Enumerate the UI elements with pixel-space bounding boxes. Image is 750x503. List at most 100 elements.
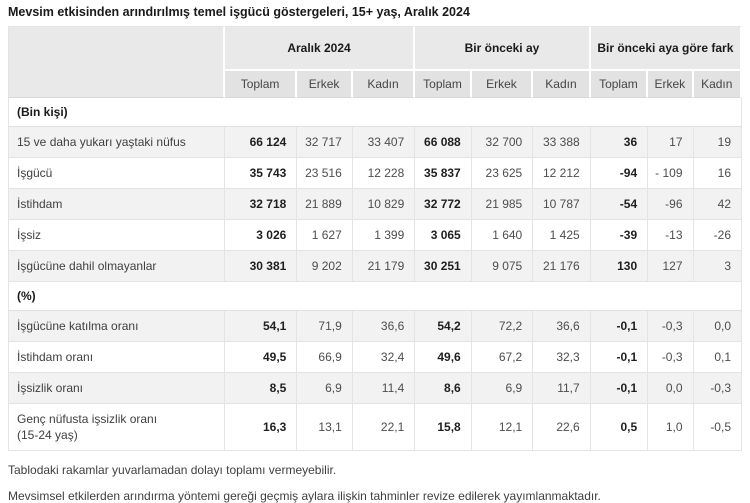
value-cell: 0,5 xyxy=(590,404,649,451)
value-cell: 1 627 xyxy=(297,220,353,251)
value-cell: 11,4 xyxy=(352,373,416,404)
value-cell: 33 388 xyxy=(533,127,591,158)
value-cell: 3 065 xyxy=(415,220,472,251)
value-cell: 66,9 xyxy=(297,342,353,373)
value-cell: 11,7 xyxy=(533,373,591,404)
value-cell: 32 772 xyxy=(415,189,472,220)
section-header: (Bin kişi) xyxy=(8,98,742,127)
value-cell: 1,0 xyxy=(648,404,694,451)
value-cell: -13 xyxy=(648,220,694,251)
row-label: İşsizlik oranı xyxy=(8,373,225,404)
table-row: Genç nüfusta işsizlik oranı (15-24 yaş) 1… xyxy=(8,404,742,451)
value-cell: 16 xyxy=(693,158,742,189)
value-cell: -26 xyxy=(693,220,742,251)
row-label: İşgücü xyxy=(8,158,225,189)
value-cell: 72,2 xyxy=(471,311,534,342)
value-cell: 8,6 xyxy=(415,373,472,404)
row-label: İşgücüne dahil olmayanlar xyxy=(8,251,225,282)
value-cell: 9 075 xyxy=(471,251,534,282)
value-cell: -0,1 xyxy=(590,373,649,404)
value-cell: 8,5 xyxy=(224,373,298,404)
value-cell: 1 399 xyxy=(352,220,416,251)
table-row: İşsiz 3 026 1 627 1 399 3 065 1 640 1 425 -39 -1… xyxy=(8,220,742,251)
column-header-erkek: Erkek xyxy=(471,71,534,98)
table-row: İşgücü 35 743 23 516 12 228 35 837 23 625 12 2… xyxy=(8,158,742,189)
value-cell: 13,1 xyxy=(297,404,353,451)
value-cell: - 109 xyxy=(648,158,694,189)
row-label: İstihdam xyxy=(8,189,225,220)
section-header-row: (Bin kişi) xyxy=(8,98,742,127)
value-cell: 21 889 xyxy=(297,189,353,220)
value-cell: 3 xyxy=(693,251,742,282)
value-cell: -0,3 xyxy=(693,373,742,404)
value-cell: 6,9 xyxy=(471,373,534,404)
column-group-row: Aralık 2024 Bir önceki ay Bir önceki aya… xyxy=(8,26,742,98)
value-cell: 12 212 xyxy=(533,158,591,189)
row-label-header xyxy=(8,26,225,98)
value-cell: 32 700 xyxy=(471,127,534,158)
table-row: 15 ve daha yukarı yaştaki nüfus 66 124 32 … xyxy=(8,127,742,158)
value-cell: 30 251 xyxy=(415,251,472,282)
value-cell: -0,1 xyxy=(590,342,649,373)
column-header-erkek: Erkek xyxy=(648,71,694,98)
value-cell: 0,0 xyxy=(693,311,742,342)
value-cell: 16,3 xyxy=(224,404,298,451)
row-label: Genç nüfusta işsizlik oranı (15-24 yaş) xyxy=(8,404,225,451)
value-cell: 15,8 xyxy=(415,404,472,451)
table-row: İşgücüne dahil olmayanlar 30 381 9 202 21 1… xyxy=(8,251,742,282)
row-label: İstihdam oranı xyxy=(8,342,225,373)
value-cell: 49,5 xyxy=(224,342,298,373)
value-cell: 12,1 xyxy=(471,404,534,451)
value-cell: 66 088 xyxy=(415,127,472,158)
value-cell: 36 xyxy=(590,127,649,158)
value-cell: 9 202 xyxy=(297,251,353,282)
labor-force-table: Aralık 2024 Bir önceki ay Bir önceki aya… xyxy=(8,26,742,451)
footnote-revision: Mevsimsel etkilerden arındırma yöntemi g… xyxy=(8,489,601,503)
value-cell: 21 179 xyxy=(352,251,416,282)
value-cell: 66 124 xyxy=(224,127,298,158)
column-header-kadin: Kadın xyxy=(533,71,591,98)
value-cell: -39 xyxy=(590,220,649,251)
footnote-rounding: Tablodaki rakamlar yuvarlamadan dolayı t… xyxy=(8,463,337,477)
value-cell: 10 829 xyxy=(352,189,416,220)
value-cell: 127 xyxy=(648,251,694,282)
row-label: 15 ve daha yukarı yaştaki nüfus xyxy=(8,127,225,158)
value-cell: 42 xyxy=(693,189,742,220)
column-header-kadin: Kadın xyxy=(352,71,416,98)
value-cell: -96 xyxy=(648,189,694,220)
value-cell: -0,5 xyxy=(693,404,742,451)
value-cell: 1 425 xyxy=(533,220,591,251)
table-header: Aralık 2024 Bir önceki ay Bir önceki aya… xyxy=(8,26,742,98)
value-cell: -94 xyxy=(590,158,649,189)
value-cell: 6,9 xyxy=(297,373,353,404)
table-row: İşsizlik oranı 8,5 6,9 11,4 8,6 6,9 11,7 -0,1 0,… xyxy=(8,373,742,404)
column-group-aralik-2024: Aralık 2024 xyxy=(224,26,416,71)
value-cell: 35 837 xyxy=(415,158,472,189)
column-header-toplam: Toplam xyxy=(415,71,472,98)
table-row: İstihdam oranı 49,5 66,9 32,4 49,6 67,2 32,3 -0… xyxy=(8,342,742,373)
row-label: İşgücüne katılma oranı xyxy=(8,311,225,342)
value-cell: 10 787 xyxy=(533,189,591,220)
value-cell: 33 407 xyxy=(352,127,416,158)
value-cell: 36,6 xyxy=(352,311,416,342)
value-cell: 22,6 xyxy=(533,404,591,451)
column-header-kadin: Kadın xyxy=(693,71,742,98)
value-cell: 22,1 xyxy=(352,404,416,451)
sub-header-row: Toplam Erkek Kadın Toplam Erkek Kadın To… xyxy=(8,71,742,98)
value-cell: 12 228 xyxy=(352,158,416,189)
value-cell: 35 743 xyxy=(224,158,298,189)
value-cell: 36,6 xyxy=(533,311,591,342)
value-cell: -0,3 xyxy=(648,342,694,373)
value-cell: 23 516 xyxy=(297,158,353,189)
value-cell: 21 985 xyxy=(471,189,534,220)
value-cell: 23 625 xyxy=(471,158,534,189)
column-header-erkek: Erkek xyxy=(297,71,353,98)
column-group-onceki-ay: Bir önceki ay xyxy=(415,26,591,71)
value-cell: 32 717 xyxy=(297,127,353,158)
value-cell: -0,1 xyxy=(590,311,649,342)
section-header: (%) xyxy=(8,282,742,311)
page-title: Mevsim etkisinden arındırılmış temel işg… xyxy=(8,5,470,19)
value-cell: 130 xyxy=(590,251,649,282)
value-cell: 54,2 xyxy=(415,311,472,342)
